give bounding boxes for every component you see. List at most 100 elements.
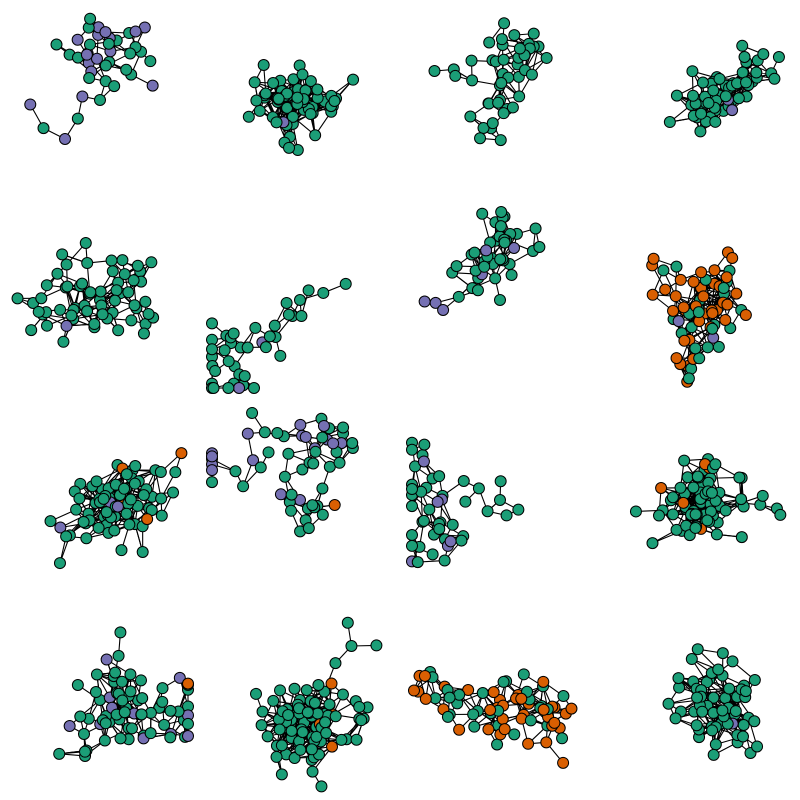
node (261, 730, 274, 743)
node (294, 418, 307, 431)
node (222, 382, 235, 394)
node (524, 714, 537, 727)
node (125, 722, 138, 735)
node (136, 545, 149, 558)
node (713, 72, 726, 85)
node (90, 475, 103, 488)
node (124, 668, 137, 681)
network (663, 39, 785, 138)
node (323, 698, 336, 711)
node (110, 284, 123, 297)
node (40, 319, 53, 332)
node (285, 724, 298, 737)
node (557, 756, 570, 769)
node (61, 280, 74, 293)
node (267, 77, 280, 90)
node (123, 518, 136, 531)
node (441, 710, 454, 723)
node (285, 488, 298, 501)
node (738, 51, 751, 64)
node (557, 690, 570, 703)
node (182, 677, 194, 690)
node (71, 112, 84, 125)
node (347, 73, 360, 86)
node (736, 66, 749, 79)
node (527, 27, 540, 40)
node (341, 616, 354, 629)
node (282, 308, 295, 321)
node (253, 104, 266, 117)
node (311, 707, 324, 720)
node (737, 719, 750, 732)
node (674, 481, 687, 494)
node (94, 94, 106, 106)
node (71, 679, 84, 692)
node (295, 310, 308, 323)
node (476, 207, 489, 220)
node (173, 671, 186, 684)
node (301, 706, 314, 719)
node (99, 717, 112, 730)
node (355, 714, 368, 727)
node (77, 728, 90, 741)
network (24, 12, 159, 145)
node (433, 470, 446, 483)
node (99, 59, 112, 72)
node (128, 299, 141, 312)
node (124, 685, 137, 698)
node (124, 493, 137, 506)
node (655, 482, 668, 495)
node (100, 506, 113, 519)
node (740, 76, 753, 89)
node (431, 495, 444, 508)
node (707, 691, 720, 704)
node (53, 747, 66, 760)
node (146, 79, 159, 92)
node (108, 80, 121, 93)
node (206, 464, 218, 477)
node (120, 63, 133, 76)
node (337, 421, 350, 434)
node (316, 482, 329, 495)
node (446, 518, 459, 531)
node (108, 524, 121, 537)
node (529, 222, 542, 235)
node (158, 718, 171, 731)
node (670, 352, 683, 365)
node (271, 427, 284, 440)
node (691, 470, 704, 483)
node (677, 301, 690, 314)
node (118, 482, 131, 495)
node (79, 237, 92, 250)
node (452, 290, 465, 303)
node (719, 504, 732, 517)
node (116, 254, 129, 267)
node (120, 468, 133, 481)
node (304, 75, 317, 88)
node (304, 108, 317, 121)
node (525, 68, 538, 81)
node (122, 286, 135, 299)
node (428, 65, 441, 78)
node (450, 260, 463, 273)
node (494, 475, 507, 488)
node (417, 514, 430, 527)
node (691, 691, 704, 704)
network (206, 406, 359, 538)
node (268, 319, 281, 332)
node (482, 723, 495, 736)
node (466, 74, 479, 87)
node (326, 740, 339, 753)
node (258, 426, 271, 439)
node (59, 132, 72, 145)
node (481, 505, 494, 518)
node (57, 335, 70, 348)
network (646, 246, 752, 388)
node (83, 71, 96, 84)
node (513, 90, 526, 103)
node (129, 460, 142, 473)
node (308, 696, 321, 709)
node (285, 504, 298, 517)
node (309, 445, 322, 458)
